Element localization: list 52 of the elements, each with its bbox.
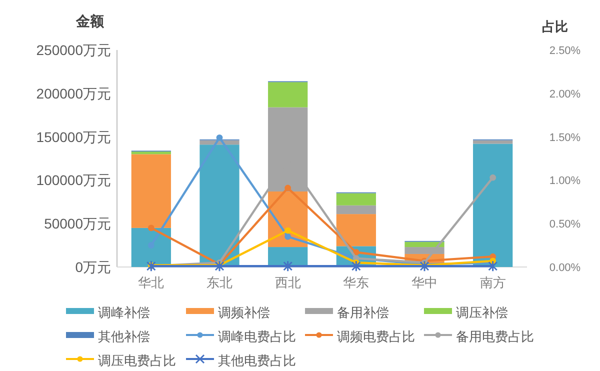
bar [404,247,444,254]
point [351,260,361,272]
legend-label: 调频补偿 [218,305,270,320]
legend-label: 备用电费占比 [456,329,534,344]
point [214,260,224,272]
point [420,260,430,272]
y-tick-label: 250000万元 [36,42,111,58]
bar [131,154,171,228]
point [284,233,292,240]
y-tick-label: 50000万元 [44,216,111,232]
y-axis-title: 金额 [75,13,105,29]
bar [336,193,376,206]
point [216,134,223,141]
y-tick-label: 150000万元 [36,128,111,145]
x-tick-label: 南方 [480,275,506,290]
y-tick-label: 100000万元 [36,172,111,188]
x-tick-label: 华北 [138,275,164,290]
legend-label: 调频电费占比 [337,329,415,344]
y2-tick-label: 0.50% [549,218,581,231]
legend-label: 调峰补偿 [98,305,150,320]
y2-axis-title: 占比 [542,19,568,34]
x-tick-label: 西北 [274,275,301,290]
point [284,184,292,192]
point [488,260,498,272]
x-tick-label: 东北 [206,275,232,290]
bar [336,214,376,246]
y-tick-label: 0万元 [75,259,111,275]
point [284,227,292,234]
y2-tick-label: 2.00% [549,88,581,100]
y2-tick-label: 1.50% [549,132,581,144]
legend-label: 其他补偿 [98,329,150,344]
point [146,260,156,272]
legend-label: 备用补偿 [337,305,389,320]
legend-label: 调压电费占比 [98,353,176,368]
y2-tick-label: 2.50% [549,45,581,57]
point [283,260,293,272]
legend-label: 其他电费占比 [218,353,296,368]
point [352,249,360,256]
y-tick-label: 200000万元 [36,85,111,102]
bar [131,152,171,154]
point [148,224,154,232]
bar [268,82,308,108]
y2-tick-label: 1.00% [549,175,581,188]
legend-label: 调峰电费占比 [218,329,296,344]
x-tick-label: 华中 [412,275,438,290]
point [490,174,496,181]
bar [473,144,513,267]
bar [404,242,444,248]
legend-label: 调压补偿 [456,305,508,320]
x-tick-label: 华东 [343,275,370,290]
y2-tick-label: 0.00% [549,262,581,274]
bar [336,205,376,214]
